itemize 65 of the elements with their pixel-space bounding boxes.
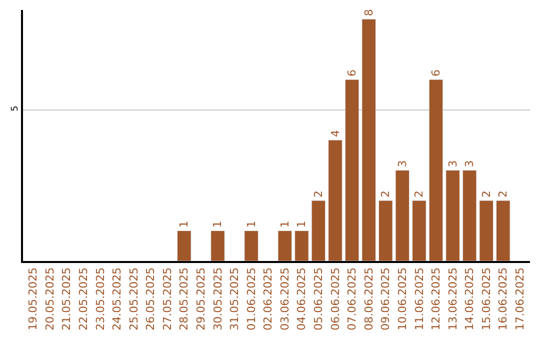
x-tick-label: 29.05.2025 [194, 267, 208, 330]
bar [278, 230, 292, 261]
data-label: 4 [328, 130, 342, 138]
data-label: 1 [244, 220, 258, 228]
data-label: 2 [480, 190, 493, 198]
x-tick-label: 04.06.2025 [295, 267, 308, 330]
bar [496, 200, 510, 261]
x-tick-label: 30.05.2025 [211, 267, 224, 330]
data-label: 2 [412, 190, 426, 198]
x-tick-label: 08.06.2025 [362, 267, 376, 330]
x-tick-label: 03.06.2025 [278, 267, 292, 330]
x-tick-label: 17.06.2025 [514, 267, 527, 330]
x-tick-label: 09.06.2025 [379, 267, 392, 330]
bar [412, 200, 426, 261]
x-tick-label: 02.06.2025 [262, 267, 275, 330]
data-label: 1 [295, 220, 308, 228]
x-tick-label: 10.06.2025 [396, 267, 409, 330]
data-label: 2 [496, 190, 510, 198]
data-label: 2 [312, 190, 325, 198]
bar [462, 170, 477, 261]
x-tick-label: 31.05.2025 [228, 267, 242, 330]
bar [446, 170, 460, 261]
bar [344, 79, 360, 261]
x-tick-label: 21.05.2025 [60, 267, 74, 330]
x-tick-label: 15.06.2025 [480, 267, 493, 330]
data-label: 8 [362, 9, 376, 16]
data-label: 1 [211, 220, 224, 228]
x-tick-label: 19.05.2025 [26, 267, 40, 330]
bar [210, 230, 225, 261]
x-tick-label: 26.05.2025 [144, 267, 158, 330]
x-tick-label: 16.06.2025 [496, 267, 510, 330]
x-tick-label: 20.05.2025 [43, 267, 56, 330]
data-label: 2 [379, 190, 392, 198]
bar [311, 200, 326, 261]
x-tick-label: 22.05.2025 [77, 267, 90, 330]
x-tick-label: 27.05.2025 [160, 267, 174, 330]
data-label: 3 [463, 160, 476, 168]
data-label: 3 [446, 160, 460, 168]
data-label: 6 [429, 70, 442, 77]
x-tick-label: 06.06.2025 [328, 267, 342, 330]
x-tick-label: 25.05.2025 [127, 267, 140, 330]
bar [362, 18, 376, 261]
bar [378, 200, 393, 261]
x-tick-label: 14.06.2025 [463, 267, 476, 330]
x-tick-label: 24.05.2025 [110, 267, 124, 330]
x-tick-label: 07.06.2025 [346, 267, 359, 330]
bar [244, 230, 258, 261]
bar [395, 170, 410, 261]
data-label: 1 [178, 220, 191, 228]
x-tick-label: 28.05.2025 [178, 267, 191, 330]
data-label: 1 [278, 220, 292, 228]
x-tick-label: 01.06.2025 [244, 267, 258, 330]
data-label: 3 [396, 160, 409, 168]
bar [328, 140, 342, 261]
x-tick-label: 12.06.2025 [430, 267, 443, 330]
x-tick-label: 05.06.2025 [312, 267, 326, 330]
bar [479, 200, 494, 261]
data-label: 6 [346, 70, 359, 77]
bar [428, 79, 444, 261]
x-tick-label: 13.06.2025 [446, 267, 460, 330]
x-tick-label: 23.05.2025 [94, 267, 107, 330]
bar [294, 230, 309, 261]
y-tick-label: 5 [10, 106, 20, 112]
x-tick-label: 11.06.2025 [412, 267, 426, 330]
bar [177, 230, 192, 261]
